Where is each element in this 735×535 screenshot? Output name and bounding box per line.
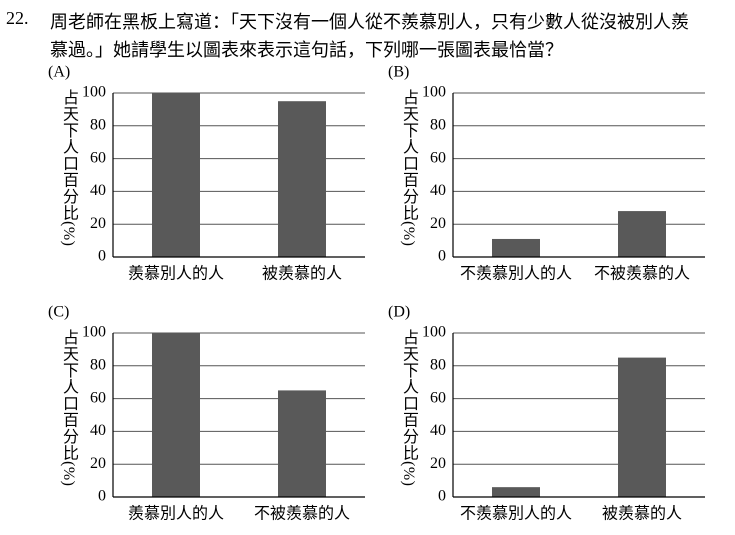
bar <box>618 211 666 257</box>
y-tick-label: 40 <box>90 182 106 199</box>
x-tick-label: 不羨慕別人的人 <box>460 505 572 523</box>
y-tick-label: 0 <box>98 488 106 505</box>
y-tick-label: 0 <box>98 248 106 265</box>
y-tick-label: 60 <box>90 149 106 166</box>
y-tick-label: 20 <box>430 455 446 472</box>
y-tick-label: 80 <box>90 356 106 373</box>
y-tick-label: 0 <box>438 248 446 265</box>
question-line: 周老師在黑板上寫道：「天下沒有一個人從不羨慕別人，只有少數人從沒被別人羨 <box>50 12 689 32</box>
x-tick-label: 不羨慕別人的人 <box>460 265 572 283</box>
y-tick-label: 100 <box>82 84 106 101</box>
panel-label: (A) <box>48 64 70 81</box>
y-tick-label: 100 <box>422 324 446 341</box>
y-tick-label: 80 <box>430 356 446 373</box>
bar <box>278 390 326 497</box>
bar <box>618 357 666 497</box>
bar <box>278 101 326 257</box>
y-axis-label: 占天下人口百分比(%) <box>400 329 417 487</box>
x-tick-label: 羨慕別人的人 <box>128 265 224 283</box>
question-line: 慕過。」她請學生以圖表來表示這句話，下列哪一張圖表最恰當？ <box>50 40 563 60</box>
y-tick-label: 100 <box>82 324 106 341</box>
bar <box>152 333 200 497</box>
y-tick-label: 0 <box>438 488 446 505</box>
x-tick-label: 被羨慕的人 <box>262 265 342 283</box>
y-tick-label: 40 <box>430 422 446 439</box>
panel-label: (D) <box>388 304 410 321</box>
x-tick-label: 羨慕別人的人 <box>128 505 224 523</box>
y-axis-label: 占天下人口百分比(%) <box>400 89 417 247</box>
y-tick-label: 100 <box>422 84 446 101</box>
y-tick-label: 60 <box>430 149 446 166</box>
y-tick-label: 20 <box>430 215 446 232</box>
y-tick-label: 40 <box>430 182 446 199</box>
y-tick-label: 20 <box>90 215 106 232</box>
panel-label: (C) <box>48 304 69 321</box>
bar <box>492 487 540 497</box>
y-axis-label: 占天下人口百分比(%) <box>60 329 77 487</box>
x-tick-label: 被羨慕的人 <box>602 505 682 523</box>
y-tick-label: 40 <box>90 422 106 439</box>
panel-label: (B) <box>388 64 409 81</box>
bar <box>152 93 200 257</box>
y-tick-label: 60 <box>90 389 106 406</box>
y-axis-label: 占天下人口百分比(%) <box>60 89 77 247</box>
y-tick-label: 20 <box>90 455 106 472</box>
bar <box>492 238 540 257</box>
x-tick-label: 不被羨慕的人 <box>254 505 350 523</box>
x-tick-label: 不被羨慕的人 <box>594 265 690 283</box>
y-tick-label: 80 <box>90 116 106 133</box>
question-number: 22. <box>6 8 29 28</box>
y-tick-label: 80 <box>430 116 446 133</box>
y-tick-label: 60 <box>430 389 446 406</box>
